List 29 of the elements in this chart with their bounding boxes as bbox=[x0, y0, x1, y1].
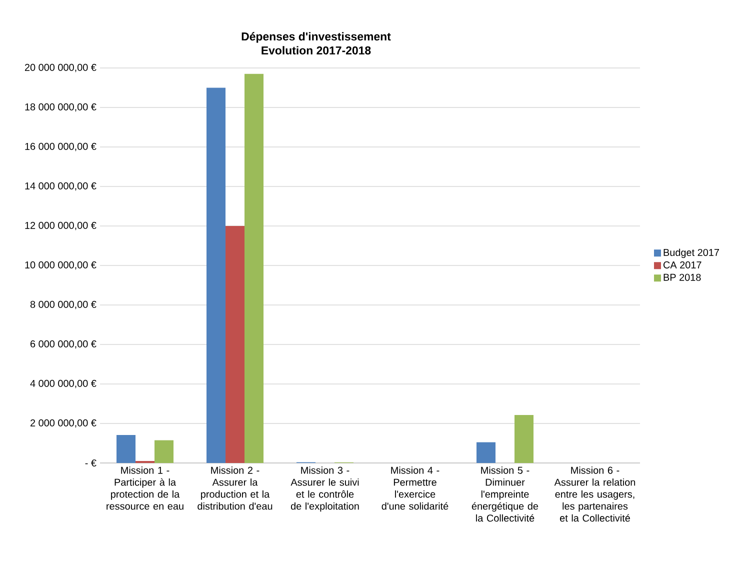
x-tick-label: Mission 2 - Assurer la production et la distribution d'eau bbox=[198, 466, 272, 510]
bar bbox=[206, 88, 226, 463]
y-tick-label: - € bbox=[85, 459, 96, 467]
y-tick-label: 8 000 000,00 € bbox=[30, 300, 96, 310]
legend-label: Budget 2017 bbox=[664, 248, 719, 258]
legend-label: BP 2018 bbox=[664, 274, 701, 281]
y-tick-label: 14 000 000,00 € bbox=[25, 182, 96, 191]
x-tick-label: Mission 5 - Diminuer l'empreinte énergétique de la Collectivité bbox=[472, 466, 538, 522]
bar bbox=[514, 414, 534, 463]
x-tick-label: Mission 3 - Assurer le suivi et le contrôle de l'exploitation bbox=[290, 466, 359, 512]
bar bbox=[476, 442, 496, 463]
bar bbox=[154, 440, 174, 463]
y-tick-label: 18 000 000,00 € bbox=[25, 103, 96, 112]
y-tick-label: 20 000 000,00 € bbox=[24, 64, 96, 72]
bar bbox=[226, 226, 245, 463]
y-tick-label: 16 000 000,00 € bbox=[25, 142, 96, 152]
y-tick-label: 12 000 000,00 € bbox=[25, 222, 96, 230]
y-tick-label: 4 000 000,00 € bbox=[30, 380, 96, 388]
bar bbox=[116, 434, 136, 463]
chart-title: Dépenses d'investissement bbox=[242, 32, 391, 43]
y-tick-label: 6 000 000,00 € bbox=[30, 340, 96, 349]
legend-label: CA 2017 bbox=[663, 261, 702, 268]
y-tick-label: 2 000 000,00 € bbox=[30, 419, 96, 428]
x-tick-label: Mission 1 - Participer à la protection de la ressource en eau bbox=[106, 466, 184, 510]
x-tick-label: Mission 6 - Assurer la relation entre les usagers, les partenaires et la Collectivité bbox=[554, 466, 636, 522]
x-tick-label: Mission 4 - Permettre l'exercice d'une solidarité bbox=[382, 466, 448, 510]
y-tick-label: 10 000 000,00 € bbox=[25, 261, 96, 270]
bar bbox=[244, 74, 264, 463]
chart-subtitle: Evolution 2017-2018 bbox=[262, 46, 371, 54]
